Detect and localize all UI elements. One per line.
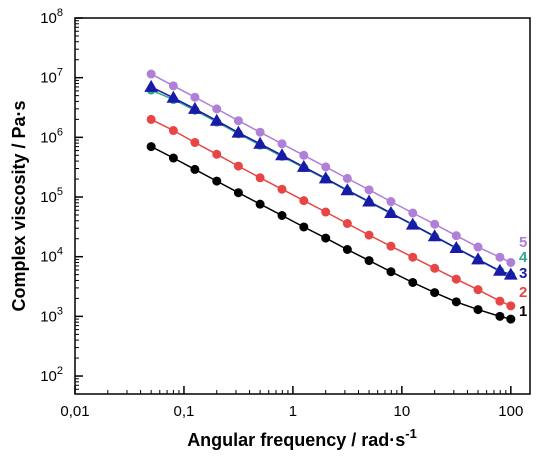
series-2-point: [255, 173, 265, 183]
series-5-point: [212, 104, 222, 114]
series-3-point: [405, 217, 420, 230]
series-5-point: [473, 242, 483, 252]
series-2-point: [451, 274, 461, 284]
series-3-point: [209, 113, 224, 126]
series-5-point: [321, 162, 331, 172]
series-5-point: [506, 257, 516, 267]
series-3-point: [340, 183, 355, 196]
series-2-point: [168, 126, 178, 136]
series-1-point: [451, 297, 461, 307]
series-1-point: [506, 314, 516, 324]
series-2-point: [146, 114, 156, 124]
series-3-point: [318, 171, 333, 184]
series-2-point: [408, 252, 418, 262]
series-2-point: [277, 184, 287, 194]
series-1-point: [299, 222, 309, 232]
series-5-point: [277, 139, 287, 149]
series-1-point: [255, 199, 265, 209]
series-1-point: [277, 211, 287, 221]
series-5-point: [386, 197, 396, 207]
series-2-point: [495, 296, 505, 306]
series-2-point: [342, 218, 352, 228]
series-2-point: [321, 207, 331, 217]
series-3-point: [144, 79, 159, 92]
series-3-point: [449, 240, 464, 253]
series-1-point: [408, 277, 418, 287]
y-tick-label: 107: [40, 67, 63, 87]
y-tick-label: 104: [40, 246, 63, 266]
series-4-label: 4: [519, 249, 528, 266]
series-3-point: [503, 267, 518, 280]
series-1-point: [233, 188, 243, 198]
series-2-point: [299, 196, 309, 206]
x-tick-label: 0,01: [60, 403, 89, 420]
axis-ticks: 0,01 0,1 1 10 100 102 103 104 105 106 107 108: [40, 7, 531, 420]
y-tick-label: 102: [40, 365, 63, 385]
series-2-point: [386, 241, 396, 251]
series-3-point: [427, 229, 442, 242]
series-1-point: [495, 311, 505, 321]
series-3-point: [362, 194, 376, 207]
series-5-point: [190, 92, 200, 102]
series-5-point: [233, 116, 243, 126]
series-1-point: [168, 153, 178, 163]
series-1-point: [146, 142, 156, 152]
series-1-point: [473, 305, 483, 315]
series-3-point: [166, 90, 181, 103]
series-5-point: [451, 231, 461, 241]
series-5-point: [146, 69, 156, 79]
x-tick-label: 1: [289, 403, 297, 420]
series-2-label: 2: [519, 284, 527, 301]
series-3-point: [231, 125, 246, 138]
series-3-point: [275, 148, 289, 161]
series-3-label: 3: [519, 265, 527, 282]
series-1-point: [212, 176, 222, 186]
series-1-point: [342, 244, 352, 254]
series-1-point: [321, 233, 331, 243]
x-tick-label: 100: [498, 403, 523, 420]
series-5-point: [299, 150, 309, 160]
series-5-point: [430, 219, 440, 229]
series-1-label: 1: [519, 303, 527, 320]
series-5-point: [168, 81, 178, 91]
series-3-point: [471, 252, 485, 265]
series-3-point: [253, 136, 267, 149]
y-tick-label: 105: [40, 186, 63, 206]
series-5-point: [342, 173, 352, 183]
series-5-point: [495, 252, 505, 262]
series-5-point: [255, 127, 265, 137]
series-3-point: [493, 263, 507, 276]
series-5-point: [408, 208, 418, 218]
x-axis-title: Angular frequency / rad·s-1: [187, 426, 417, 450]
series-5-label: 5: [519, 234, 527, 251]
plot-frame: [74, 17, 531, 395]
y-tick-label: 108: [40, 7, 63, 27]
series-3-point: [296, 159, 311, 172]
y-tick-label: 106: [40, 126, 63, 146]
series-2-point: [190, 137, 200, 147]
series-1-point: [430, 288, 440, 298]
series-1-point: [190, 164, 200, 174]
series-1-point: [386, 267, 396, 277]
series-2-point: [212, 149, 222, 159]
series-1-point: [364, 256, 374, 266]
series-2-point: [364, 230, 374, 240]
series-2-point: [473, 285, 483, 295]
series-labels: 1 2 345: [519, 234, 528, 320]
x-tick-label: 10: [394, 403, 411, 420]
y-tick-label: 103: [40, 305, 63, 325]
series-2-point: [430, 263, 440, 273]
series-3-point: [384, 205, 398, 218]
series-markers: [144, 69, 518, 324]
series-2-point: [506, 301, 516, 311]
series-3-point: [188, 101, 202, 114]
x-tick-label: 0,1: [174, 403, 195, 420]
series-5-point: [364, 185, 374, 195]
series-2-point: [233, 161, 243, 171]
y-axis-title: Complex viscosity / Pa·s: [9, 100, 29, 311]
